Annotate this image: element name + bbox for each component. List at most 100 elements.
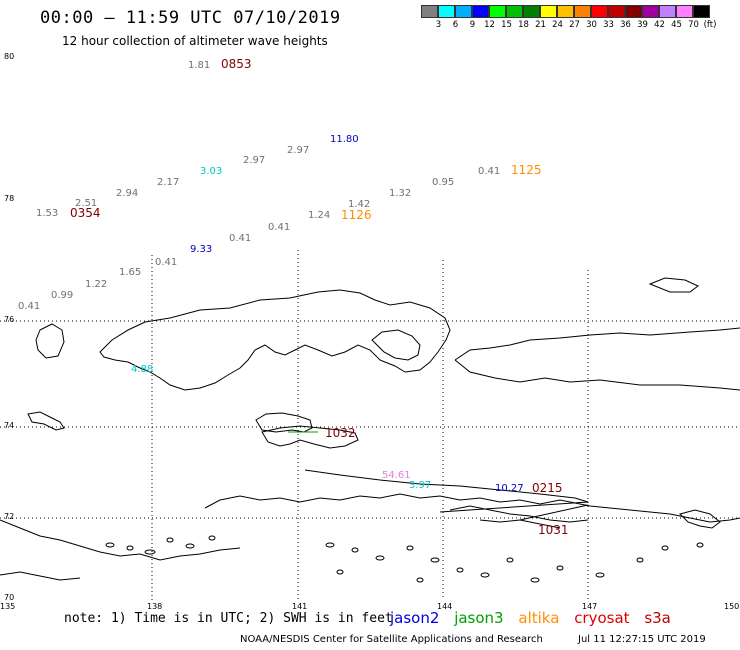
lake	[208, 535, 216, 541]
coastline	[27, 411, 65, 431]
coastline	[255, 412, 313, 433]
page-title: 00:00 – 11:59 UTC 07/10/2019	[40, 8, 341, 28]
obs-label: 0.95	[432, 177, 454, 188]
page-subtitle: 12 hour collection of altimeter wave hei…	[62, 34, 328, 48]
coastline	[648, 277, 699, 293]
legend-tick: 39	[637, 20, 648, 30]
coastline	[261, 425, 359, 449]
track-line	[439, 501, 589, 513]
legend-swatch	[489, 5, 506, 18]
lake	[105, 542, 115, 548]
lake	[595, 572, 605, 578]
obs-label: 1.32	[389, 188, 411, 199]
lakes	[105, 535, 704, 583]
lake	[456, 567, 464, 573]
coastlines	[0, 277, 740, 581]
lake	[696, 542, 704, 548]
satellite-altika: altika	[518, 609, 560, 627]
legend-tick: 33	[603, 20, 614, 30]
satellite-jason3: jason3	[454, 609, 504, 627]
legend-swatch	[472, 5, 489, 18]
obs-label: 2.51	[75, 198, 97, 209]
obs-label: 2.17	[157, 177, 179, 188]
lon-label: 135	[0, 602, 15, 611]
obs-label: 10.27	[495, 483, 524, 494]
lon-labels: 135 138 141 144 147 150	[0, 602, 739, 611]
obs-label: 0.99	[51, 290, 73, 301]
coastline	[679, 509, 721, 529]
legend-tick: 36	[620, 20, 631, 30]
legend-tick: 42	[654, 20, 665, 30]
obs-time-label: 1125	[511, 163, 542, 177]
coastline	[0, 571, 81, 581]
obs-label: 1.42	[348, 199, 370, 210]
legend-tick: 24	[552, 20, 563, 30]
legend-swatch	[438, 5, 455, 18]
obs-label: 1.22	[85, 279, 107, 290]
satellite-s3a: s3a	[644, 609, 671, 627]
footer-timestamp: Jul 11 12:27:15 UTC 2019	[578, 634, 706, 645]
coastline	[99, 289, 451, 391]
legend-swatches	[421, 5, 718, 18]
lon-label: 150	[724, 602, 739, 611]
lake	[351, 547, 359, 553]
legend-tick: 9	[469, 20, 476, 30]
obs-label: 3.97	[409, 480, 431, 491]
legend-swatch	[625, 5, 642, 18]
legend-swatch	[642, 5, 659, 18]
lat-label: 76	[4, 315, 14, 324]
lake	[126, 545, 134, 551]
track-line	[519, 504, 589, 521]
lat-label: 70	[4, 593, 14, 602]
lake	[166, 537, 174, 543]
lat-label: 80	[4, 52, 14, 61]
obs-label: 1.53	[36, 208, 58, 219]
lake	[416, 577, 424, 583]
legend-unit: (ft)	[703, 20, 717, 30]
legend-swatch	[608, 5, 625, 18]
legend-swatch	[574, 5, 591, 18]
coastline	[204, 493, 740, 523]
obs-label: 1.24	[308, 210, 330, 221]
obs-label: 0.41	[478, 166, 500, 177]
coastline	[0, 519, 241, 561]
satellite-jason2: jason2	[390, 609, 440, 627]
legend-swatch	[676, 5, 693, 18]
ground-track	[439, 501, 589, 521]
satellite-legend: jason2 jason3 altika cryosat s3a	[390, 609, 681, 627]
lake	[530, 577, 540, 583]
lake	[325, 542, 335, 548]
obs-label: 0.41	[18, 301, 40, 312]
lon-label: 147	[582, 602, 597, 611]
graticule	[0, 250, 740, 600]
obs-label: 0.41	[155, 257, 177, 268]
lake	[185, 543, 195, 549]
lake	[506, 557, 514, 563]
obs-time-label: 0215	[532, 481, 563, 495]
obs-label: 11.80	[330, 134, 359, 145]
legend-swatch	[659, 5, 676, 18]
legend-tick: 27	[569, 20, 580, 30]
footnote: note: 1) Time is in UTC; 2) SWH is in fe…	[64, 611, 393, 626]
obs-time-label: 1126	[341, 208, 372, 222]
obs-time-label: 1032	[325, 426, 356, 440]
legend-tick: 15	[501, 20, 512, 30]
legend-ticks: 3 6 9 12 15 18 21 24 27 30 33 36 39 42 4…	[421, 18, 718, 30]
coastline	[304, 469, 589, 503]
legend-swatch	[591, 5, 608, 18]
legend-tick: 18	[518, 20, 529, 30]
obs-label: 4.88	[131, 364, 153, 375]
lat-labels: 80 78 76 74 72 70	[4, 52, 14, 602]
footer-credit: NOAA/NESDIS Center for Satellite Applica…	[240, 634, 543, 645]
coastline	[35, 323, 65, 359]
lake	[406, 545, 414, 551]
obs-label: 3.03	[200, 166, 222, 177]
legend-tick: 45	[671, 20, 682, 30]
legend-swatch	[557, 5, 574, 18]
satellite-cryosat: cryosat	[574, 609, 630, 627]
legend-swatch	[523, 5, 540, 18]
obs-label: 9.33	[190, 244, 212, 255]
legend-tick: 6	[452, 20, 459, 30]
lat-label: 72	[4, 512, 14, 521]
